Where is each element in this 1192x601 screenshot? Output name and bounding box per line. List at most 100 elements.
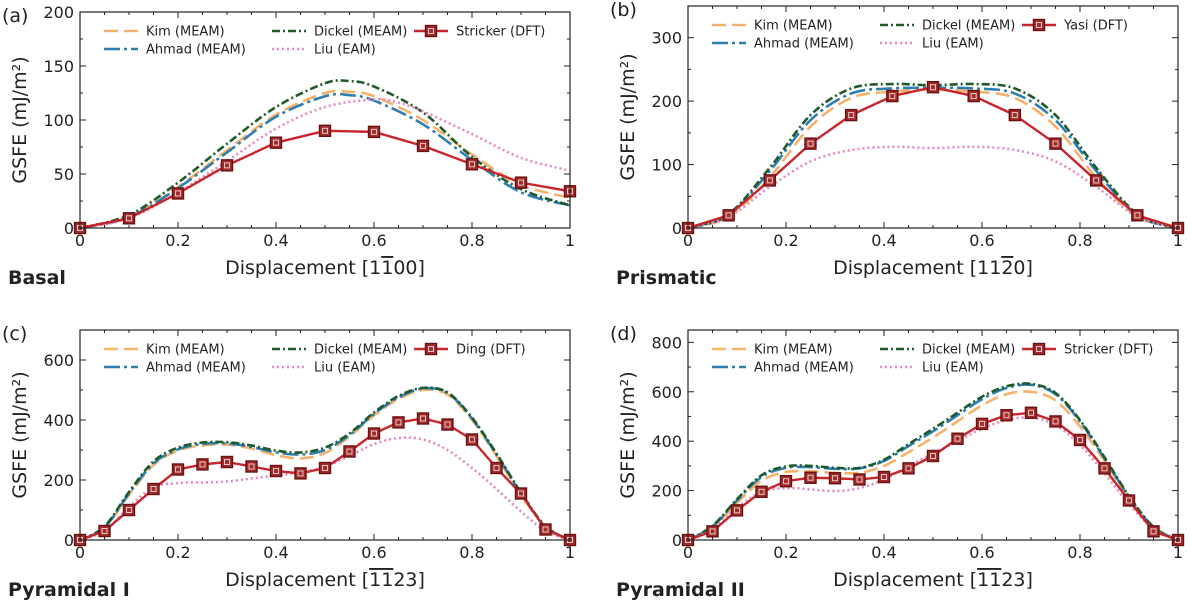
- data-point-marker-inner: [420, 142, 426, 149]
- legend-label: Ahmad (MEAM): [146, 43, 246, 58]
- data-point-marker: [886, 89, 899, 103]
- x-tick-label: 1: [565, 543, 575, 562]
- data-point-marker: [343, 445, 356, 458]
- data-point-marker-inner: [493, 465, 500, 471]
- data-point-marker: [122, 212, 136, 225]
- legend: Kim (MEAM) Ahmad (MEAM) Dickel (MEAM) Liu (…: [104, 343, 526, 376]
- data-point-marker: [220, 159, 234, 172]
- data-point-marker-inner: [371, 430, 377, 437]
- x-tick-label: 0: [75, 543, 85, 562]
- data-point-marker: [220, 455, 234, 469]
- data-point-marker: [1131, 209, 1144, 222]
- data-point-marker-inner: [518, 490, 524, 497]
- data-point-marker-inner: [970, 93, 977, 100]
- legend-marker: [1032, 18, 1046, 32]
- data-point-marker: [926, 80, 940, 94]
- panel-letter: (c): [2, 323, 27, 345]
- data-point-marker-inner: [126, 215, 132, 222]
- panel-letter: (a): [2, 5, 28, 27]
- data-point-marker-inner: [856, 476, 863, 483]
- x-tick-label: 0.6: [361, 231, 386, 250]
- legend-label: Stricker (DFT): [456, 25, 545, 40]
- data-point-marker: [844, 108, 858, 122]
- data-point-marker: [514, 487, 528, 500]
- panel-name: Prismatic: [616, 267, 717, 289]
- y-tick-label: 400: [651, 432, 682, 451]
- data-point-marker-inner: [905, 465, 912, 472]
- y-tick-label: 200: [651, 92, 682, 111]
- legend-label: Ahmad (MEAM): [754, 361, 854, 376]
- x-tick-label: 1: [1173, 231, 1183, 250]
- data-point-marker: [779, 475, 793, 488]
- y-tick-label: 0: [64, 219, 74, 238]
- data-point-marker-inner: [1150, 528, 1157, 535]
- x-tick-label: 0.8: [459, 543, 484, 562]
- data-point-marker-inner: [469, 436, 475, 443]
- panel-3: 0 0.2 0.4 0.6 0.8 1 0 200 400 600 GSFE (mJ/m²) Disp…: [2, 323, 577, 601]
- series-line-dft: [80, 417, 570, 540]
- data-point-marker: [465, 158, 479, 171]
- data-point-marker: [1098, 462, 1111, 475]
- y-tick-label: 0: [672, 219, 682, 238]
- y-tick-label: 0: [64, 531, 74, 550]
- series-group: [688, 82, 1178, 228]
- legend-label: Kim (MEAM): [146, 25, 225, 40]
- data-point-marker: [122, 503, 136, 517]
- data-point-marker: [318, 461, 332, 475]
- data-point-marker-inner: [1126, 497, 1132, 504]
- data-point-marker-inner: [1077, 436, 1083, 443]
- x-tick-label: 0.6: [361, 543, 386, 562]
- y-tick-label: 800: [651, 333, 682, 352]
- data-point-marker: [1147, 525, 1160, 538]
- y-tick-label: 150: [43, 57, 74, 76]
- panel-name: Pyramidal I: [8, 579, 130, 601]
- legend: Kim (MEAM) Ahmad (MEAM) Dickel (MEAM) Liu (…: [712, 343, 1153, 376]
- series-line-liu: [80, 98, 570, 228]
- data-point-marker: [416, 139, 430, 153]
- y-axis-label: GSFE (mJ/m²): [617, 371, 639, 498]
- data-point-marker-inner: [766, 177, 773, 184]
- y-axis-label: GSFE (mJ/m²): [9, 371, 31, 498]
- data-point-marker-inner: [758, 488, 765, 495]
- data-point-marker: [902, 462, 915, 475]
- x-tick-label: 0.8: [1067, 231, 1092, 250]
- data-point-marker-inner: [725, 212, 732, 219]
- data-point-marker: [318, 124, 332, 138]
- panel-1: 0 0.2 0.4 0.6 0.8 1 0 50 100 150 200 GSFE (mJ/m²) Di…: [2, 3, 577, 289]
- panel-name: Pyramidal II: [616, 579, 745, 601]
- data-point-marker: [514, 176, 528, 189]
- data-point-marker: [294, 467, 307, 480]
- data-point-marker: [877, 470, 891, 484]
- x-tick-label: 0.4: [871, 543, 896, 562]
- data-point-marker-inner: [420, 415, 426, 422]
- data-point-marker: [1000, 409, 1013, 422]
- data-point-marker-inner: [199, 461, 206, 468]
- data-point-marker-inner: [807, 140, 814, 147]
- data-point-marker-inner: [346, 448, 353, 455]
- data-point-marker: [465, 433, 479, 446]
- y-axis-label: GSFE (mJ/m²): [617, 53, 639, 180]
- data-point-marker-inner: [979, 420, 985, 427]
- data-point-marker-inner: [175, 466, 181, 473]
- data-point-marker-inner: [734, 507, 740, 514]
- data-point-marker-inner: [224, 459, 230, 465]
- legend-label: Dickel (MEAM): [922, 19, 1015, 34]
- data-point-marker: [828, 472, 842, 485]
- data-point-marker: [539, 523, 552, 536]
- legend-label: Stricker (DFT): [1064, 343, 1153, 358]
- data-point-marker: [975, 417, 989, 431]
- x-tick-label: 1: [565, 231, 575, 250]
- data-point-marker-inner: [930, 84, 936, 91]
- series-line-dft: [80, 129, 570, 228]
- data-point-marker-inner: [469, 161, 475, 168]
- data-point-marker-inner: [1003, 412, 1010, 419]
- data-point-marker: [730, 504, 744, 517]
- x-axis-label: Displacement [1120]: [833, 257, 1033, 279]
- data-point-marker-inner: [1093, 177, 1100, 184]
- legend-label: Kim (MEAM): [146, 343, 225, 358]
- data-point-marker-inner: [1011, 112, 1018, 119]
- data-point-marker: [1049, 415, 1062, 428]
- legend-marker-inner: [428, 28, 434, 34]
- x-tick-label: 0: [683, 543, 693, 562]
